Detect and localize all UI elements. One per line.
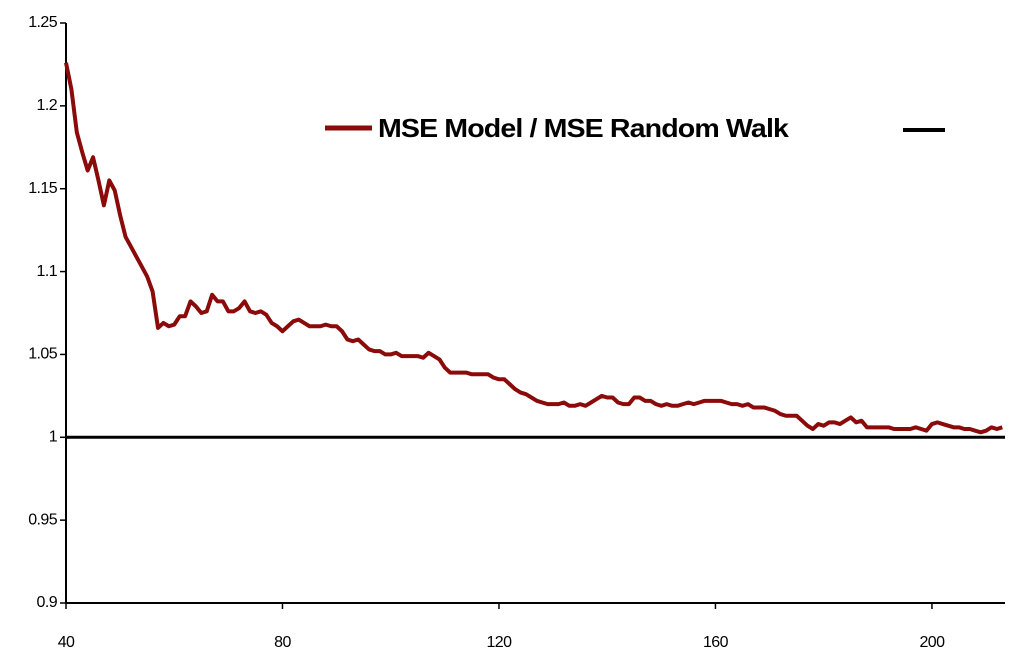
y-tick-label: 1.25 bbox=[28, 14, 57, 31]
x-tick-label: 80 bbox=[274, 634, 291, 651]
y-tick-label: 0.95 bbox=[28, 511, 57, 528]
x-tick-label: 40 bbox=[58, 634, 75, 651]
x-tick-label: 120 bbox=[487, 634, 513, 651]
y-tick-label: 1.1 bbox=[37, 263, 58, 280]
y-tick-label: 1 bbox=[49, 429, 58, 446]
y-tick-label: 1.05 bbox=[28, 346, 57, 363]
legend-label: MSE Model / MSE Random Walk bbox=[378, 113, 789, 143]
x-tick-label: 160 bbox=[703, 634, 729, 651]
series-line bbox=[64, 62, 1003, 435]
x-tick-label: 200 bbox=[919, 634, 945, 651]
y-tick-label: 0.9 bbox=[37, 594, 58, 611]
y-tick-label: 1.15 bbox=[28, 180, 57, 197]
y-tick-label: 1.2 bbox=[37, 97, 58, 114]
